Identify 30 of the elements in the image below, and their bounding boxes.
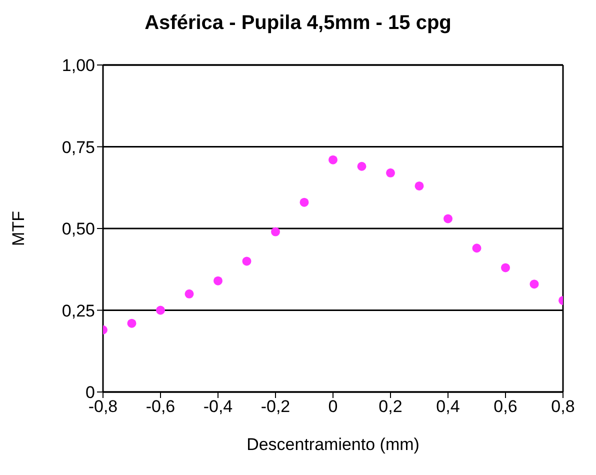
point [530,280,539,289]
x-tick-label: 0,4 [436,397,460,416]
point [357,162,366,171]
point [214,276,222,286]
point [184,289,194,298]
y-tick-label: 1,00 [62,56,95,76]
y-tick-label: 0,25 [62,301,95,320]
x-tick-label: -0,4 [203,397,233,416]
x-tick-label: 0,6 [494,397,518,416]
x-tick-label: 0,8 [551,397,575,416]
point [156,306,165,315]
chart-title: Asférica - Pupila 4,5mm - 15 cpg [144,11,452,36]
x-axis-title: Descentramiento (mm) [246,435,420,454]
point [414,181,424,190]
y-axis-title: MTF [9,211,28,246]
x-tick-label: 0 [328,397,338,416]
point [472,244,482,253]
point [242,256,252,266]
point [300,198,309,207]
point [501,263,510,272]
y-tick-label: 0,50 [62,220,95,239]
x-tick-label: 0,2 [378,397,402,416]
point [127,318,136,328]
point [444,214,452,224]
x-tick-label: -0,2 [260,397,290,416]
y-tick-label: 0,75 [62,138,95,157]
point [271,227,280,236]
point [386,168,395,178]
x-tick-label: -0,6 [146,397,176,416]
point [328,155,338,164]
